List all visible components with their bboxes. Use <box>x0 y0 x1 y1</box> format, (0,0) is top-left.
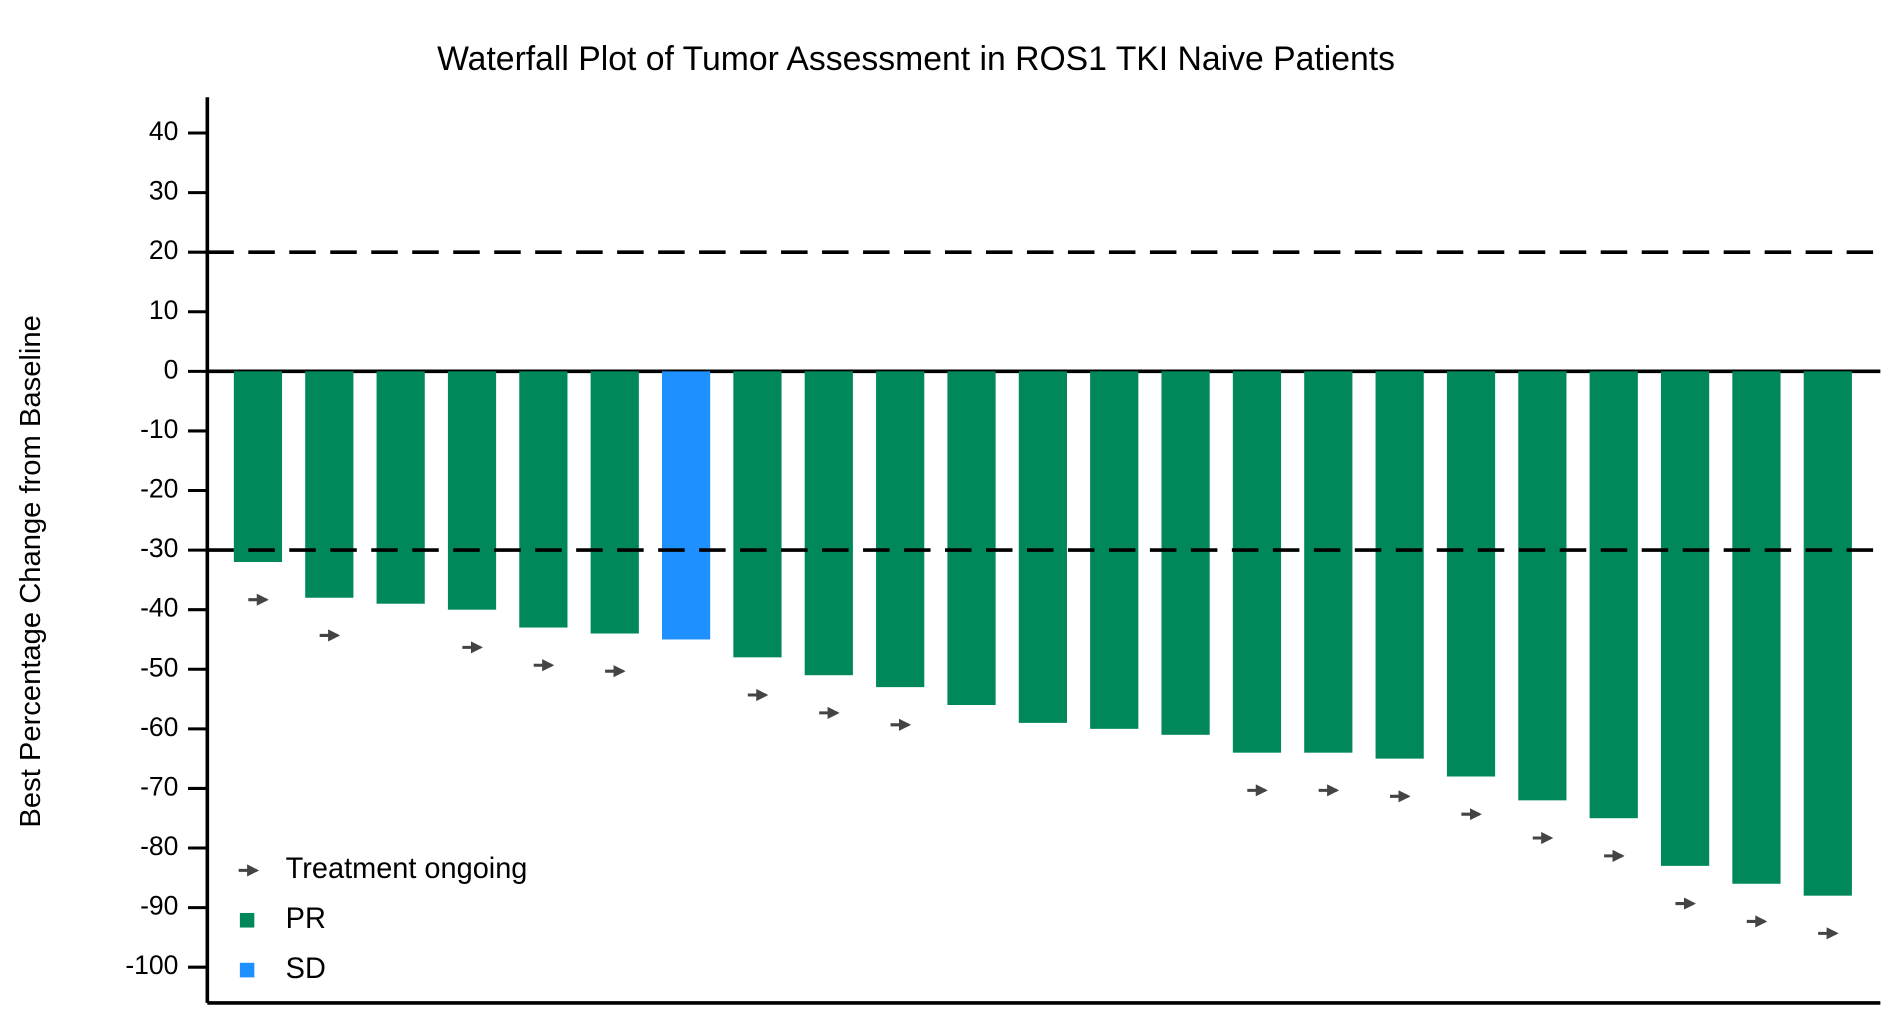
y-tick-label: -30 <box>140 533 178 563</box>
y-tick-label: 0 <box>164 354 179 384</box>
bar <box>1660 371 1710 866</box>
legend-swatch <box>239 962 255 978</box>
legend-label: Treatment ongoing <box>286 853 528 885</box>
y-tick-label: -80 <box>140 831 178 861</box>
y-tick-label: -70 <box>140 771 178 801</box>
bar <box>1446 371 1496 777</box>
legend-swatch <box>239 912 255 928</box>
bar <box>1732 371 1781 884</box>
bar <box>1518 371 1567 801</box>
y-tick-label: 10 <box>149 295 178 325</box>
y-tick-label: -90 <box>140 891 178 921</box>
bar <box>804 371 853 676</box>
bar <box>661 371 711 640</box>
bar <box>1304 371 1353 753</box>
bar <box>305 371 354 598</box>
bar <box>1018 371 1067 723</box>
bar <box>376 371 425 604</box>
bar <box>233 371 283 563</box>
bar <box>447 371 497 610</box>
y-tick-label: -50 <box>140 652 178 682</box>
bar <box>519 371 568 628</box>
y-tick-label: -60 <box>140 712 178 742</box>
y-tick-label: -100 <box>125 950 178 980</box>
bar <box>1589 371 1638 819</box>
bar <box>947 371 996 706</box>
bar <box>1161 371 1210 735</box>
y-tick-label: 30 <box>149 176 178 206</box>
bar <box>876 371 925 688</box>
y-tick-label: -20 <box>140 473 178 503</box>
bar <box>733 371 782 658</box>
bar <box>1803 371 1852 896</box>
bar <box>590 371 639 634</box>
bar <box>1232 371 1282 753</box>
y-tick-label: -10 <box>140 414 178 444</box>
chart-title: Waterfall Plot of Tumor Assessment in RO… <box>437 40 1395 78</box>
y-axis-label: Best Percentage Change from Baseline <box>15 315 47 827</box>
y-tick-label: 20 <box>149 235 178 265</box>
legend-label: SD <box>286 953 326 985</box>
y-tick-label: -40 <box>140 593 178 623</box>
y-tick-label: 40 <box>149 116 178 146</box>
legend-label: PR <box>286 903 326 935</box>
bar <box>1375 371 1424 759</box>
